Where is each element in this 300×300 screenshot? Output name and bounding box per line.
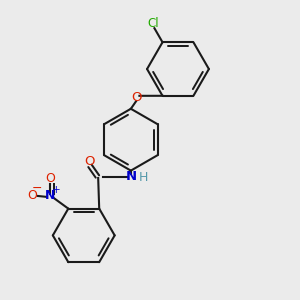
Text: O: O (84, 155, 95, 168)
Text: O: O (27, 190, 37, 202)
Text: Cl: Cl (147, 17, 159, 30)
Text: −: − (31, 182, 42, 195)
Text: +: + (52, 185, 60, 195)
Text: N: N (125, 170, 136, 183)
Text: O: O (45, 172, 55, 185)
Text: N: N (45, 190, 55, 202)
Text: H: H (139, 171, 148, 184)
Text: O: O (131, 91, 142, 104)
